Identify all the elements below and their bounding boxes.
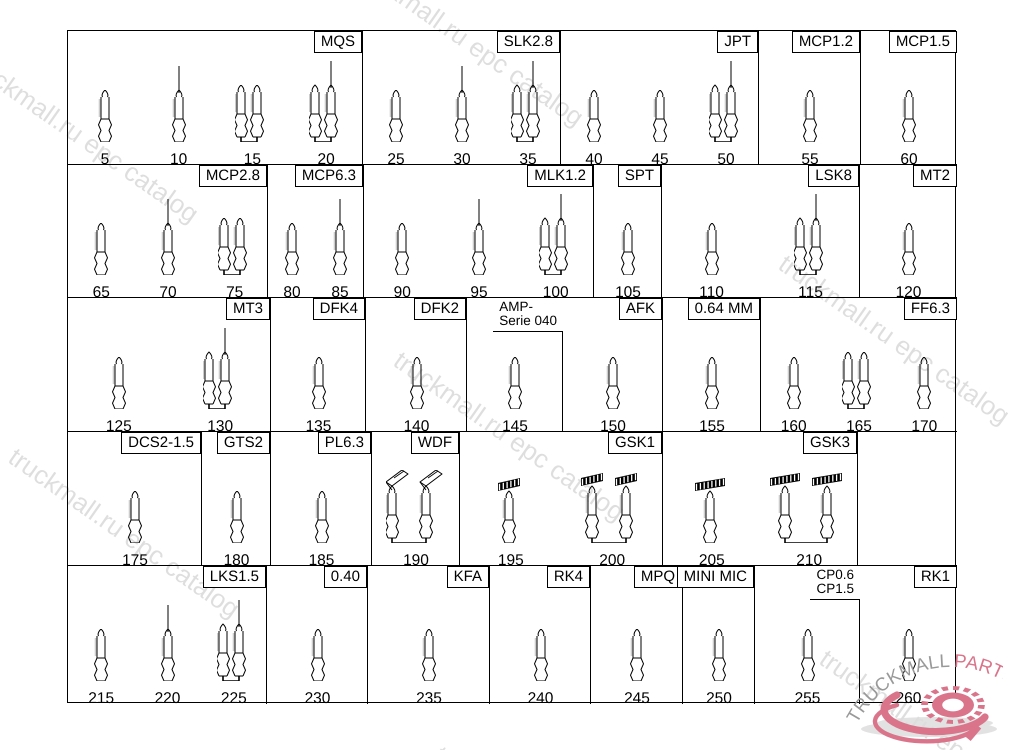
svg-text:TRUCKMALL: TRUCKMALL: [843, 651, 951, 726]
svg-text:PARTS: PARTS: [953, 651, 1003, 689]
